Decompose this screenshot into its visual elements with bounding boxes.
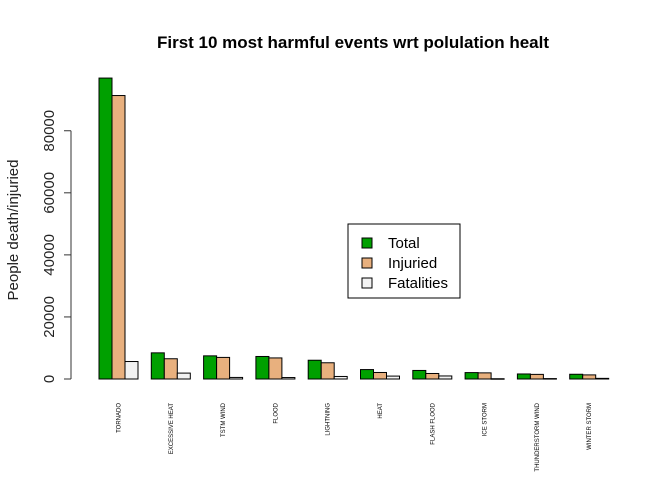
legend-swatch-total [361,237,373,249]
x-tick-label: HEAT [378,403,384,419]
bar-injuried-winter-storm [582,374,597,380]
x-tick-label: WINTER STORM [587,403,593,450]
y-tick-label: 0 [41,375,58,383]
legend-label-total: Total [388,235,420,252]
bar-total-winter-storm [569,373,584,380]
bar-injuried-tornado [111,95,126,380]
bar-injuried-flash-flood [425,372,440,380]
bar-total-tstm-wind [203,355,218,380]
bar-total-lightning [307,359,322,380]
x-tick-label: FLOOD [273,402,279,423]
legend: Total Injuried Fatalities [347,223,461,299]
x-tick-label: LIGHTNING [326,403,332,436]
bar-fatalities-tstm-wind [229,376,244,380]
legend-swatch-injuried [361,257,373,269]
x-tick-label: ICE STORM [483,403,489,436]
legend-label-injuried: Injuried [388,255,437,272]
y-tick-label: 60000 [41,172,58,214]
bar-fatalities-lightning [333,375,348,380]
bar-fatalities-heat [386,375,400,380]
bars-group [98,77,610,380]
y-axis: 0 20000 40000 60000 80000 [41,110,72,383]
y-tick-label: 80000 [41,110,58,152]
bar-injuried-heat [373,371,387,380]
bar-fatalities-flood [281,377,296,380]
bar-total-flash-flood [412,369,427,380]
bar-total-excessive-heat [150,352,165,380]
x-tick-labels: TORNADO EXCESSIVE HEAT TSTM WIND FLOOD LIGHT… [117,402,594,471]
x-tick-label: FLASH FLOOD [430,402,436,444]
legend-label-fatalities: Fatalities [388,275,448,292]
y-axis-label: People death/injuried [5,160,22,301]
bar-total-tornado [98,77,113,380]
bar-fatalities-ice-storm [490,378,505,380]
bar-injuried-thunderstorm-wind [529,373,544,380]
bar-total-thunderstorm-wind [516,373,531,380]
bar-injuried-flood [268,357,283,380]
bar-injuried-ice-storm [477,372,492,380]
bar-total-flood [255,355,270,380]
legend-swatch-fatalities [361,277,373,289]
y-tick-label: 20000 [41,296,58,338]
bar-injuried-tstm-wind [216,356,231,380]
chart-title: First 10 most harmful events wrt polulat… [157,33,549,52]
x-tick-label: EXCESSIVE HEAT [169,403,175,455]
bar-total-ice-storm [464,372,479,380]
bar-fatalities-winter-storm [595,377,610,380]
x-tick-label: TSTM WIND [221,402,227,437]
bar-fatalities-tornado [124,361,139,380]
bar-fatalities-flash-flood [438,375,453,380]
bar-total-heat [360,369,374,380]
y-tick-label: 40000 [41,234,58,276]
x-tick-label: THUNDERSTORM WIND [535,402,541,471]
bar-injuried-lightning [320,362,335,380]
bar-fatalities-thunderstorm-wind [542,378,557,380]
bar-fatalities-excessive-heat [176,372,191,380]
x-tick-label: TORNADO [117,403,123,433]
bar-injuried-excessive-heat [163,358,178,380]
